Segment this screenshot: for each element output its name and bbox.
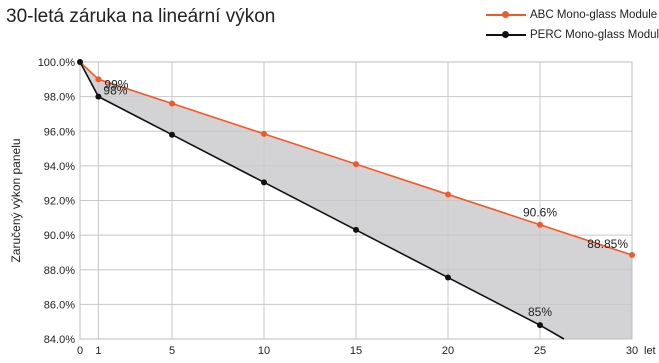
data-point-perc-0 [77,59,83,65]
data-point-perc-5 [445,274,451,281]
data-label-0: 99% [104,77,128,91]
legend-item-perc: PERC Mono-glass Module [486,25,659,45]
x-tick-label-4: 15 [350,345,362,357]
series-line-abc [79,61,633,256]
data-point-abc-1 [95,76,102,83]
chart-title: 30-letá záruka na lineární výkon [6,6,276,27]
legend: ABC Mono-glass Module PERC Mono-glass Mo… [486,5,659,45]
data-point-abc-6 [537,221,543,228]
data-label-4: 85% [528,305,552,319]
data-label-3: 88.85% [587,237,628,251]
x-tick-label-0: 0 [77,345,83,357]
data-point-perc-4 [353,226,359,233]
data-point-abc-2 [169,100,175,107]
y-tick-label-5: 94.0% [44,161,75,173]
x-tick-label-7: 30 [626,345,638,357]
series-line-perc [79,61,565,340]
y-tick-label-2: 88.0% [44,265,75,277]
y-tick-label-7: 98.0% [44,92,75,104]
y-tick-label-0: 84.0% [44,334,75,346]
data-point-abc-5 [445,191,451,198]
y-tick-label-4: 92.0% [44,196,75,208]
legend-label-abc: ABC Mono-glass Module [530,9,658,21]
y-tick-label-3: 90.0% [44,230,75,242]
x-tick-label-6: 25 [534,345,546,357]
data-point-abc-7 [629,252,635,259]
y-tick-label-8: 100.0% [38,57,76,69]
data-label-2: 90.6% [523,206,557,220]
legend-marker-abc [502,11,509,18]
y-axis-label: Zaručený výkon panelu [9,138,23,262]
plot-border [79,61,633,340]
x-axis-label: let [644,345,656,357]
x-tick-label-3: 10 [258,345,270,357]
data-point-perc-3 [261,179,267,186]
x-tick-label-2: 5 [169,345,175,357]
legend-label-perc: PERC Mono-glass Module [530,29,659,41]
data-label-1: 98% [103,84,127,98]
data-point-abc-4 [353,161,359,168]
data-point-perc-6 [537,322,543,329]
legend-swatch-perc [486,31,526,38]
legend-item-abc: ABC Mono-glass Module [486,5,659,25]
data-point-abc-3 [261,130,267,137]
x-tick-label-1: 1 [95,345,101,357]
y-tick-label-1: 86.0% [44,299,75,311]
data-point-perc-2 [169,131,175,138]
legend-marker-perc [502,31,509,38]
legend-swatch-abc [486,11,526,18]
y-tick-label-6: 96.0% [44,126,75,138]
data-point-perc-1 [95,93,102,100]
x-tick-label-5: 20 [442,345,454,357]
